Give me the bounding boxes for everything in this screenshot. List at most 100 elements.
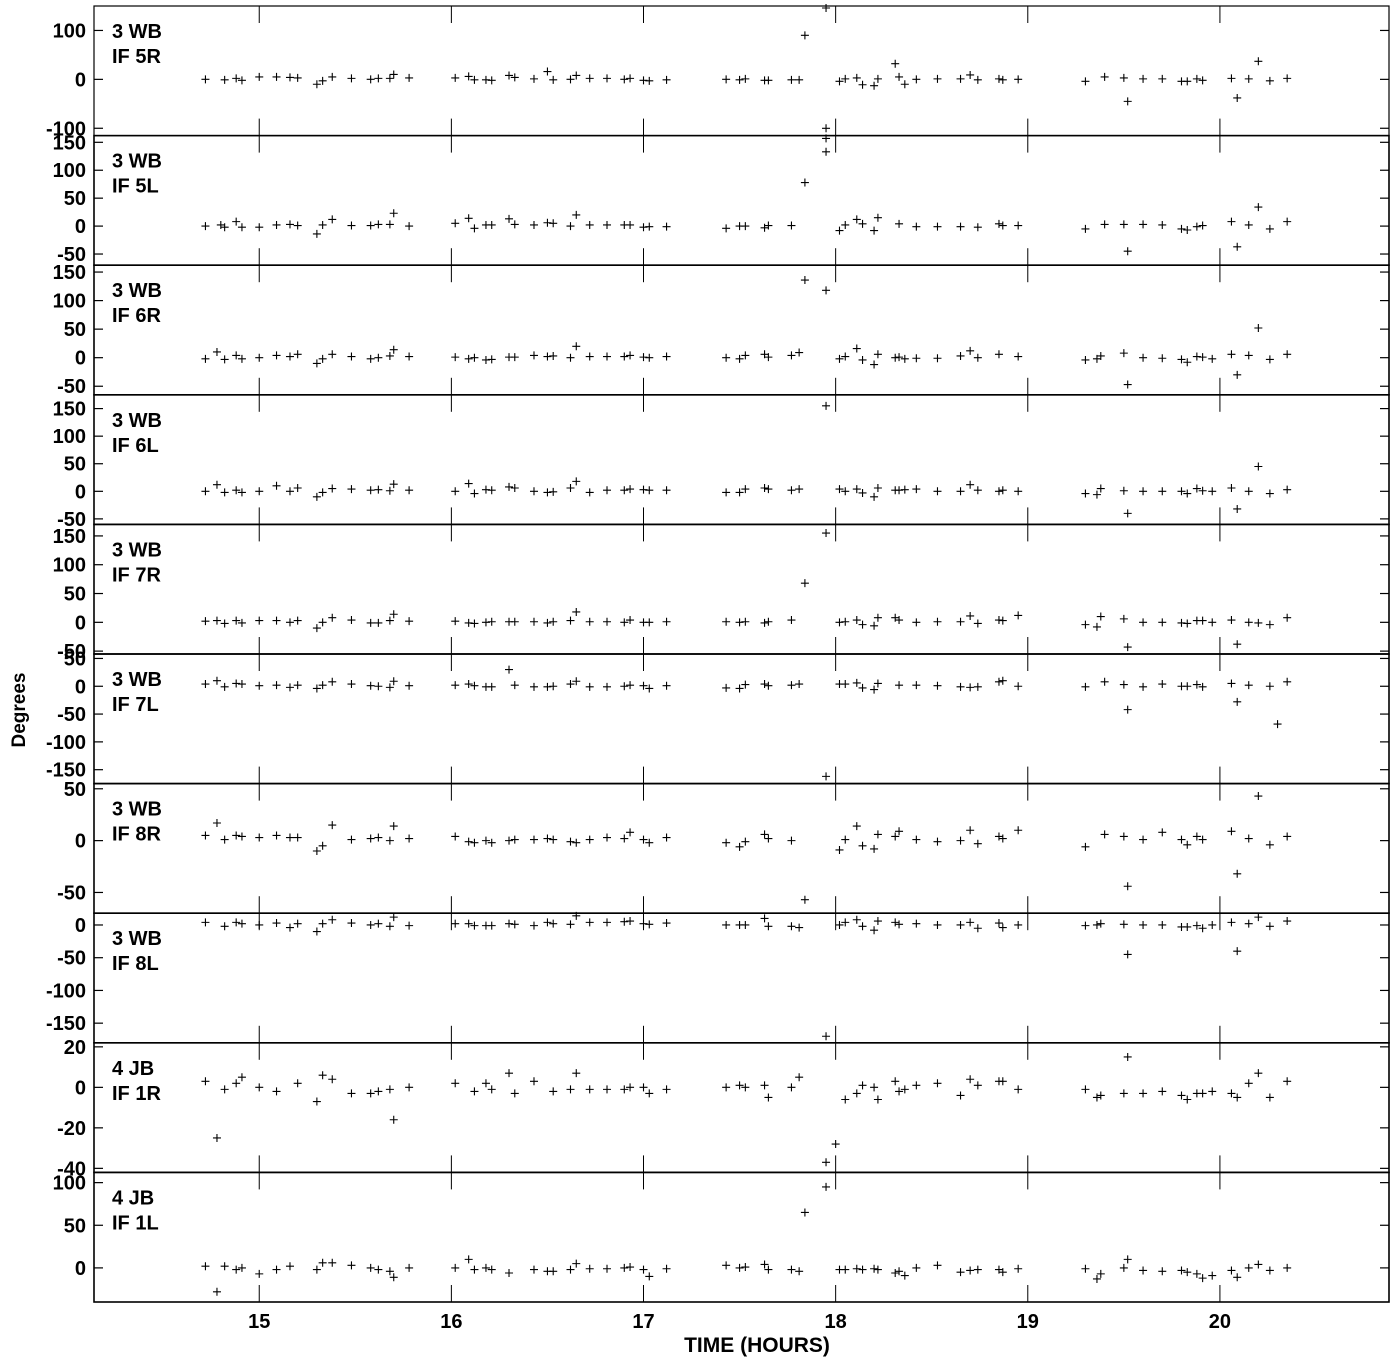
data-point bbox=[347, 352, 356, 361]
data-point bbox=[237, 354, 246, 363]
data-point bbox=[237, 1263, 246, 1272]
data-point bbox=[858, 219, 867, 228]
data-point bbox=[973, 924, 982, 933]
data-point bbox=[645, 684, 654, 693]
data-point bbox=[841, 617, 850, 626]
data-point bbox=[956, 1268, 965, 1277]
data-point bbox=[994, 616, 1003, 625]
data-point bbox=[237, 223, 246, 232]
data-point bbox=[1283, 832, 1292, 841]
data-point bbox=[585, 1085, 594, 1094]
data-point bbox=[873, 917, 882, 926]
data-point bbox=[201, 680, 210, 689]
y-tick-label: 100 bbox=[53, 555, 86, 577]
data-point bbox=[722, 683, 731, 692]
data-point bbox=[787, 1083, 796, 1092]
data-point bbox=[956, 836, 965, 845]
data-point bbox=[385, 351, 394, 360]
y-tick-label: 50 bbox=[64, 454, 86, 476]
data-point bbox=[870, 926, 879, 935]
data-point bbox=[722, 488, 731, 497]
data-point bbox=[1123, 247, 1132, 256]
data-point bbox=[487, 1265, 496, 1274]
data-point bbox=[741, 680, 750, 689]
data-point bbox=[385, 220, 394, 229]
data-point bbox=[795, 680, 804, 689]
data-point bbox=[822, 134, 831, 143]
data-point bbox=[366, 1089, 375, 1098]
data-point bbox=[232, 918, 241, 927]
data-point bbox=[232, 351, 241, 360]
data-point bbox=[347, 221, 356, 230]
data-point bbox=[662, 486, 671, 495]
y-tick-label: 0 bbox=[75, 612, 86, 634]
data-point bbox=[735, 1081, 744, 1090]
data-point bbox=[389, 70, 398, 79]
data-point bbox=[800, 178, 809, 187]
data-point bbox=[255, 487, 264, 496]
data-point bbox=[487, 486, 496, 495]
panel-frame bbox=[93, 782, 1390, 914]
data-point bbox=[505, 919, 514, 928]
data-point bbox=[1096, 1269, 1105, 1278]
y-tick-label: 0 bbox=[75, 348, 86, 370]
data-point bbox=[764, 1093, 773, 1102]
data-point bbox=[328, 1075, 337, 1084]
data-point bbox=[998, 834, 1007, 843]
data-point bbox=[1254, 203, 1263, 212]
data-point bbox=[895, 920, 904, 929]
data-point bbox=[374, 1087, 383, 1096]
data-point bbox=[873, 1265, 882, 1274]
data-point bbox=[870, 226, 879, 235]
data-point bbox=[529, 617, 538, 626]
data-point bbox=[800, 31, 809, 40]
y-tick-label: 50 bbox=[64, 188, 86, 210]
y-tick-label: 50 bbox=[64, 1215, 86, 1237]
data-point bbox=[1096, 1091, 1105, 1100]
x-tick-labels: 15 16 17 18 19 20 bbox=[248, 1311, 1231, 1333]
data-point bbox=[543, 918, 552, 927]
data-point bbox=[900, 485, 909, 494]
data-point bbox=[347, 74, 356, 83]
data-point bbox=[760, 914, 769, 923]
data-point bbox=[347, 919, 356, 928]
data-point bbox=[405, 617, 414, 626]
data-point bbox=[1265, 620, 1274, 629]
x-tick-label: 15 bbox=[248, 1311, 270, 1333]
data-point bbox=[255, 1083, 264, 1092]
data-point bbox=[328, 1258, 337, 1267]
panel-baseline-label: 4 JB bbox=[112, 1058, 154, 1080]
data-point bbox=[620, 486, 629, 495]
data-point bbox=[543, 618, 552, 627]
data-point bbox=[741, 837, 750, 846]
data-point bbox=[464, 354, 473, 363]
data-point bbox=[549, 1087, 558, 1096]
data-point bbox=[1198, 682, 1207, 691]
data-point bbox=[201, 354, 210, 363]
data-point bbox=[1208, 354, 1217, 363]
x-tick-label: 17 bbox=[632, 1311, 654, 1333]
data-point bbox=[973, 1265, 982, 1274]
data-point bbox=[1014, 826, 1023, 835]
data-point bbox=[1192, 1269, 1201, 1278]
data-point bbox=[464, 680, 473, 689]
data-point bbox=[487, 1085, 496, 1094]
data-point bbox=[366, 1263, 375, 1272]
data-point bbox=[603, 1085, 612, 1094]
data-point bbox=[626, 220, 635, 229]
data-point bbox=[572, 342, 581, 351]
data-point bbox=[870, 1264, 879, 1273]
data-point bbox=[318, 76, 327, 85]
data-point bbox=[764, 922, 773, 931]
data-point bbox=[966, 480, 975, 489]
data-point bbox=[1233, 504, 1242, 513]
data-point bbox=[1283, 485, 1292, 494]
data-point bbox=[470, 921, 479, 930]
data-point bbox=[237, 488, 246, 497]
data-point bbox=[312, 80, 321, 89]
data-point bbox=[852, 73, 861, 82]
data-point bbox=[933, 1261, 942, 1270]
panel-stokes-label: IF 1L bbox=[112, 1212, 159, 1234]
data-point bbox=[1100, 830, 1109, 839]
